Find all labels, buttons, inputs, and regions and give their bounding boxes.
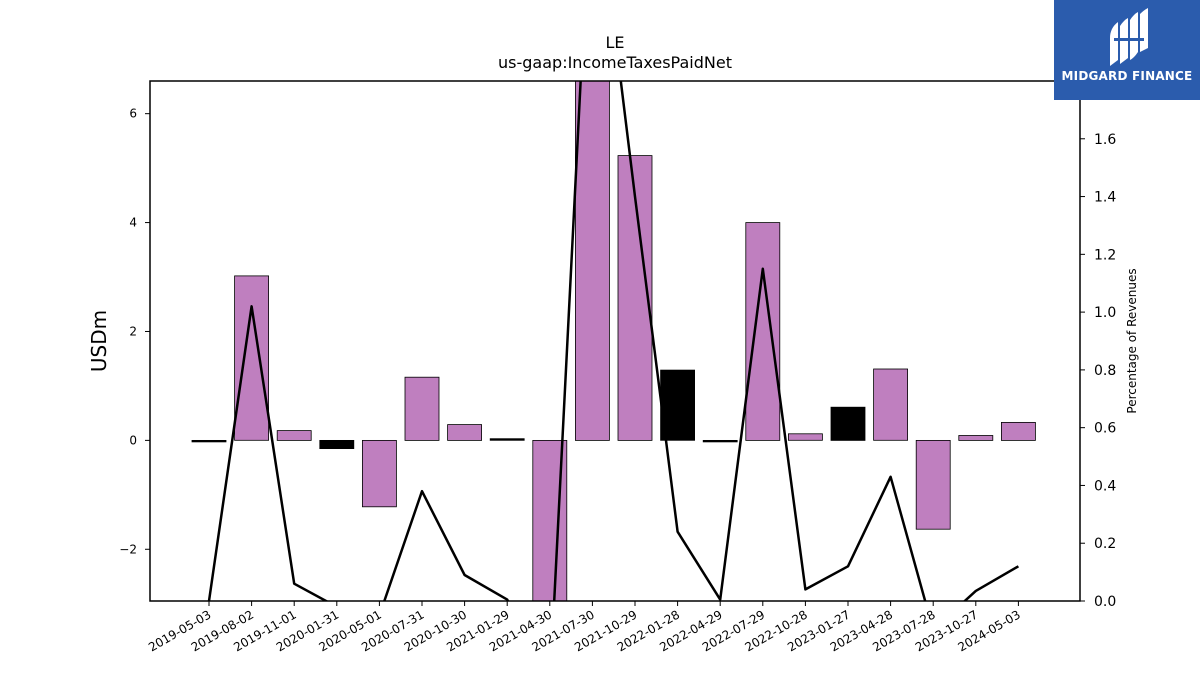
y-tick-label: 6 bbox=[129, 107, 137, 121]
x-axis-ticks: 2019-05-032019-08-022019-11-012020-01-31… bbox=[146, 601, 1023, 654]
y2-tick-label: 0.8 bbox=[1094, 363, 1116, 379]
logo-text: MIDGARD FINANCE bbox=[1061, 69, 1193, 83]
logo-mark-icon bbox=[1110, 8, 1148, 66]
left-axis-ticks: −2 0 2 4 6 bbox=[119, 107, 150, 556]
y2-tick-label: 0.4 bbox=[1094, 478, 1116, 494]
y-tick-label: −2 bbox=[119, 542, 137, 556]
y-axis-label: USDm bbox=[87, 310, 111, 372]
bar-2023-04-28 bbox=[873, 368, 908, 441]
bar-2019-08-02 bbox=[234, 275, 270, 441]
y2-tick-label: 0.2 bbox=[1094, 536, 1116, 552]
bar-2021-01-29 bbox=[489, 438, 525, 441]
y-tick-label: 0 bbox=[129, 433, 137, 447]
y2-axis-label: Percentage of Revenues bbox=[1125, 268, 1139, 413]
chart-title: LE bbox=[605, 33, 624, 52]
plot-frame bbox=[149, 80, 1081, 602]
right-axis-ticks: 0.0 0.2 0.4 0.6 0.8 1.0 1.2 1.4 1.6 bbox=[1080, 132, 1116, 610]
bar-2022-04-29 bbox=[702, 439, 738, 443]
y2-tick-label: 1.4 bbox=[1094, 190, 1116, 206]
chart-subtitle: us-gaap:IncomeTaxesPaidNet bbox=[498, 53, 732, 72]
line-series bbox=[207, 81, 1020, 601]
bar-2023-10-27 bbox=[958, 435, 994, 441]
bar-2019-05-03 bbox=[191, 439, 227, 443]
bar-series bbox=[191, 81, 1036, 601]
bar-2020-01-31 bbox=[319, 439, 355, 449]
y-tick-label: 2 bbox=[129, 324, 137, 338]
bar-2020-10-30 bbox=[447, 424, 483, 441]
bar-2022-07-29 bbox=[745, 222, 781, 441]
brand-logo: MIDGARD FINANCE bbox=[1054, 0, 1200, 100]
bar-2020-07-31 bbox=[404, 376, 440, 441]
y2-tick-label: 1.2 bbox=[1094, 247, 1116, 263]
bar-2023-01-27 bbox=[830, 406, 866, 441]
y2-tick-label: 0.6 bbox=[1094, 421, 1116, 437]
bar-2023-07-28 bbox=[915, 439, 951, 530]
y2-tick-label: 0.0 bbox=[1094, 594, 1116, 610]
bar-2019-11-01 bbox=[276, 430, 312, 441]
bar-2020-05-01 bbox=[361, 439, 397, 508]
y2-tick-label: 1.6 bbox=[1094, 132, 1116, 148]
y2-tick-label: 1.0 bbox=[1094, 305, 1116, 321]
bar-2022-10-28 bbox=[788, 433, 823, 441]
bar-2021-07-30 bbox=[575, 81, 610, 441]
percentage-line bbox=[207, 81, 1020, 601]
bar-2024-05-03 bbox=[1001, 421, 1036, 441]
y-tick-label: 4 bbox=[129, 216, 137, 230]
bar-2022-01-28 bbox=[660, 369, 695, 441]
